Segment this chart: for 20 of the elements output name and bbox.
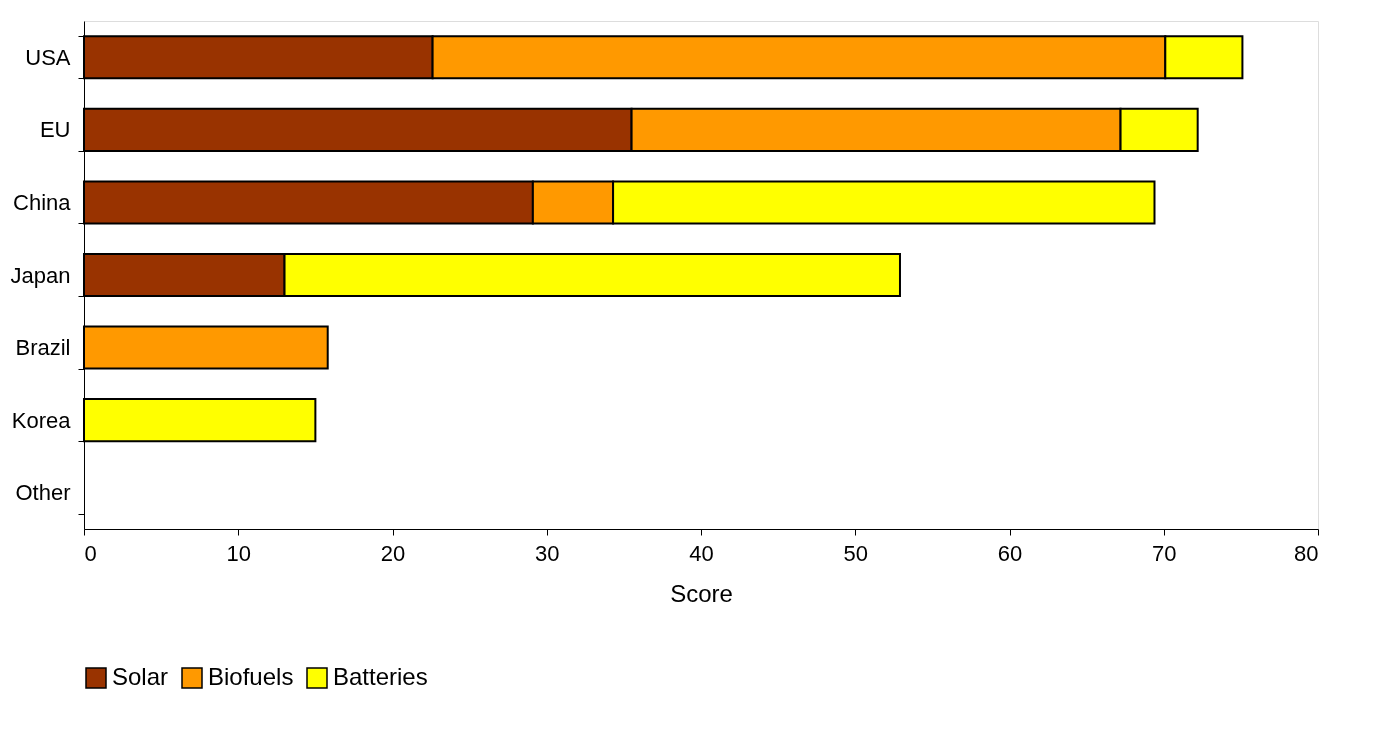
x-tick-label: 40 [689,540,714,566]
x-tick-label: 80 [1294,540,1319,566]
x-tick-label: 10 [226,540,251,566]
x-tick-label: 30 [535,540,560,566]
y-tick-label: China [13,189,72,215]
y-tick-label: Other [15,480,71,506]
legend-label: Batteries [333,663,428,690]
y-tick-label: Korea [11,407,72,433]
x-tick-label: 0 [84,540,97,566]
x-tick-label: 50 [843,540,868,566]
legend-label: Solar [112,663,169,690]
y-tick-label: USA [25,44,71,70]
x-axis-title: Score [670,579,733,607]
x-tick-label: 70 [1152,540,1177,566]
x-tick-label: 60 [997,540,1023,566]
y-tick-label: Brazil [15,335,71,361]
legend-label: Biofuels [208,663,294,690]
y-tick-label: EU [39,117,71,143]
x-tick-label: 20 [380,540,406,566]
y-tick-label: Japan [10,262,71,288]
